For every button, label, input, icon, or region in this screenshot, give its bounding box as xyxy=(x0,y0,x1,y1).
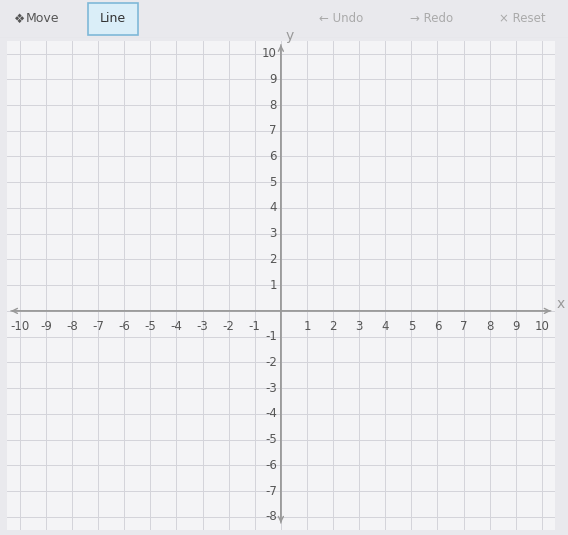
Text: ← Undo: ← Undo xyxy=(319,12,363,26)
Text: 1: 1 xyxy=(269,279,277,292)
Text: 9: 9 xyxy=(512,320,520,333)
Text: 9: 9 xyxy=(269,73,277,86)
Text: 4: 4 xyxy=(269,202,277,215)
Text: 10: 10 xyxy=(534,320,549,333)
Text: 10: 10 xyxy=(262,47,277,60)
Text: ❖: ❖ xyxy=(14,12,25,26)
Text: 2: 2 xyxy=(269,253,277,266)
Text: × Reset: × Reset xyxy=(499,12,546,26)
Text: 3: 3 xyxy=(270,227,277,240)
Text: -10: -10 xyxy=(10,320,30,333)
Text: -4: -4 xyxy=(265,407,277,421)
Text: → Redo: → Redo xyxy=(410,12,453,26)
Text: -9: -9 xyxy=(40,320,52,333)
Text: 5: 5 xyxy=(270,175,277,189)
Text: Line: Line xyxy=(100,12,126,26)
Text: x: x xyxy=(556,297,565,311)
Text: -7: -7 xyxy=(265,485,277,498)
Text: 7: 7 xyxy=(269,124,277,137)
Text: -4: -4 xyxy=(170,320,182,333)
Text: 5: 5 xyxy=(408,320,415,333)
Text: -6: -6 xyxy=(265,459,277,472)
Text: 7: 7 xyxy=(460,320,467,333)
FancyBboxPatch shape xyxy=(88,3,138,35)
Text: -8: -8 xyxy=(265,510,277,523)
Text: Move: Move xyxy=(26,12,60,26)
Text: 4: 4 xyxy=(382,320,389,333)
Text: -5: -5 xyxy=(144,320,156,333)
Text: -1: -1 xyxy=(265,330,277,343)
Text: 1: 1 xyxy=(303,320,311,333)
Text: 8: 8 xyxy=(270,98,277,111)
Text: -2: -2 xyxy=(223,320,235,333)
Text: -3: -3 xyxy=(197,320,208,333)
Text: -5: -5 xyxy=(265,433,277,446)
Text: 2: 2 xyxy=(329,320,337,333)
Text: -7: -7 xyxy=(92,320,104,333)
Text: -1: -1 xyxy=(249,320,261,333)
Text: 3: 3 xyxy=(356,320,363,333)
Text: 6: 6 xyxy=(434,320,441,333)
Text: -2: -2 xyxy=(265,356,277,369)
Text: -8: -8 xyxy=(66,320,78,333)
Text: 8: 8 xyxy=(486,320,494,333)
Text: -6: -6 xyxy=(118,320,130,333)
Text: -3: -3 xyxy=(265,381,277,395)
Text: y: y xyxy=(286,29,294,43)
Text: 6: 6 xyxy=(269,150,277,163)
